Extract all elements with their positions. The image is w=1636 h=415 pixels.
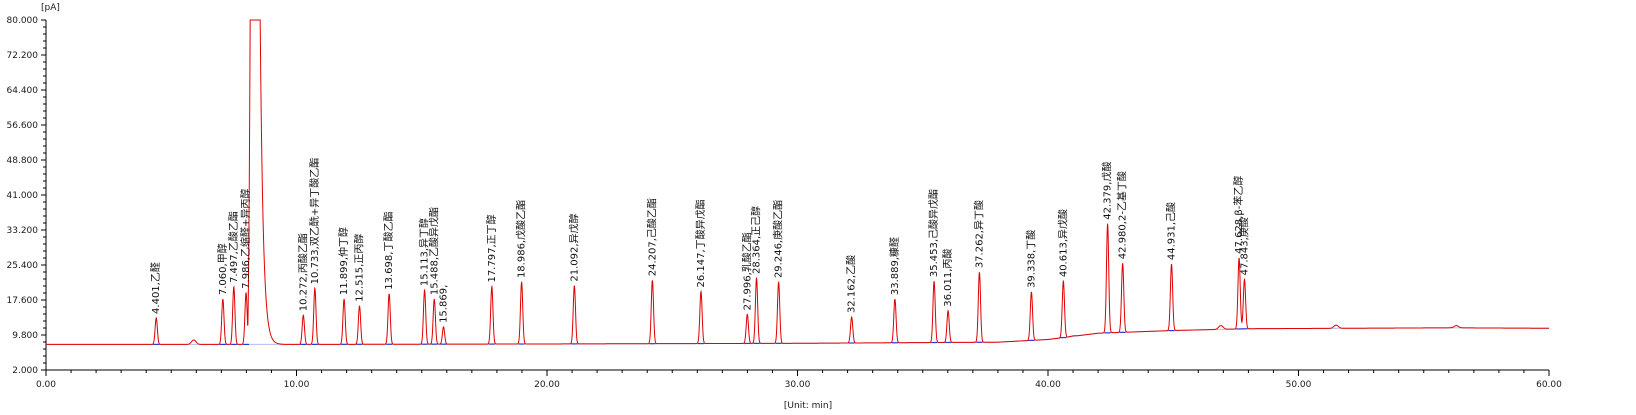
peak-label: 21.092,异戊醇 <box>567 213 580 281</box>
peak-label: 39.338,丁酸 <box>1024 230 1037 288</box>
axes <box>45 20 1549 371</box>
y-axis-unit-label: [pA] <box>41 3 60 13</box>
peak-label: 13.698,丁酸乙酯 <box>382 212 395 290</box>
peak-label: 26.147,丁酸异戊酯 <box>694 199 707 287</box>
peak-label: 37.262,异丁酸 <box>972 200 985 268</box>
peak-label: 27.996,乳酸乙酯 <box>740 232 753 310</box>
x-tick-label: 50.00 <box>1286 380 1312 390</box>
x-tick-label: 20.00 <box>534 380 560 390</box>
y-tick-label: 17.600 <box>7 296 39 306</box>
peak-label: 28.364,正己醇 <box>750 206 763 274</box>
peak-label: 18.986,戊酸乙酯 <box>515 200 528 278</box>
x-tick-label: 30.00 <box>785 380 811 390</box>
y-tick-label: 72.200 <box>7 51 39 61</box>
peak-label: 35.453,己酸异戊酯 <box>927 189 940 277</box>
x-axis-ticks: 0.00 10.00 20.00 30.00 40.00 50.00 60.00 <box>36 370 1562 390</box>
y-tick-label: 48.800 <box>7 156 39 166</box>
peak-label: 10.733,双乙酰+异丁酸乙酯 <box>308 158 321 285</box>
peak-label: 12.515,正丙醇 <box>353 234 366 302</box>
peak-markers <box>153 328 1248 346</box>
x-tick-label: 40.00 <box>1035 380 1061 390</box>
x-tick-label: 10.00 <box>284 380 310 390</box>
y-tick-label: 33.200 <box>7 226 39 236</box>
peak-label: 7.060,甲醇 <box>216 243 229 295</box>
peak-label: 47.843,庚酸 <box>1237 217 1250 275</box>
peak-label: 42.980,2-乙基丁酸 <box>1116 171 1129 259</box>
x-axis-unit-label: [Unit: min] <box>784 401 832 411</box>
peak-label: 42.379,戊酸 <box>1101 162 1114 220</box>
peak-label: 15.113,异丁醇 <box>418 218 431 286</box>
peak-label: 11.899,仲丁醇 <box>337 227 350 295</box>
peak-label: 10.272,丙酸乙酯 <box>296 233 309 311</box>
peak-label: 44.931,己酸 <box>1165 202 1178 260</box>
peak-label: 7.986,乙缩醛+异丙醇 <box>239 189 252 289</box>
peak-label: 24.207,己酸乙酯 <box>645 198 658 276</box>
signal-trace <box>46 19 1549 345</box>
y-tick-label: 64.400 <box>7 86 39 96</box>
peak-label: 40.613,异戊酸 <box>1056 209 1069 277</box>
peak-label: 32.162,乙酸 <box>845 255 858 313</box>
peak-label: 36.011,丙酸 <box>941 249 954 307</box>
peak-label: 47.628,β-苯乙醇 <box>1232 176 1245 254</box>
y-tick-label: 9.800 <box>12 331 38 341</box>
peak-label: 33.889,糠醛 <box>888 237 901 295</box>
peak-label: 4.401,乙醛 <box>149 262 162 314</box>
y-axis-ticks: 2.000 9.800 17.600 25.400 33.200 41.000 48.800… <box>7 16 46 376</box>
x-tick-label: 60.00 <box>1536 380 1562 390</box>
y-tick-label: 41.000 <box>7 191 39 201</box>
x-tick-label: 0.00 <box>36 380 56 390</box>
y-tick-label: 2.000 <box>12 366 38 376</box>
peak-label: 15.869, <box>439 285 450 323</box>
peak-label: 15.488,乙酸异戊酯 <box>427 207 440 295</box>
y-tick-label: 25.400 <box>7 261 39 271</box>
y-tick-label: 56.600 <box>7 121 39 131</box>
peak-labels: 4.401,乙醛 7.060,甲醇 7.497,乙酸乙酯 7.986,乙缩醛+异丙醇 1… <box>149 158 1250 323</box>
peak-label: 17.797,正丁醇 <box>485 214 498 282</box>
y-tick-label: 80.000 <box>7 16 39 26</box>
peak-label: 29.246,庚酸乙酯 <box>772 200 785 278</box>
peak-label: 7.497,乙酸乙酯 <box>227 211 240 283</box>
